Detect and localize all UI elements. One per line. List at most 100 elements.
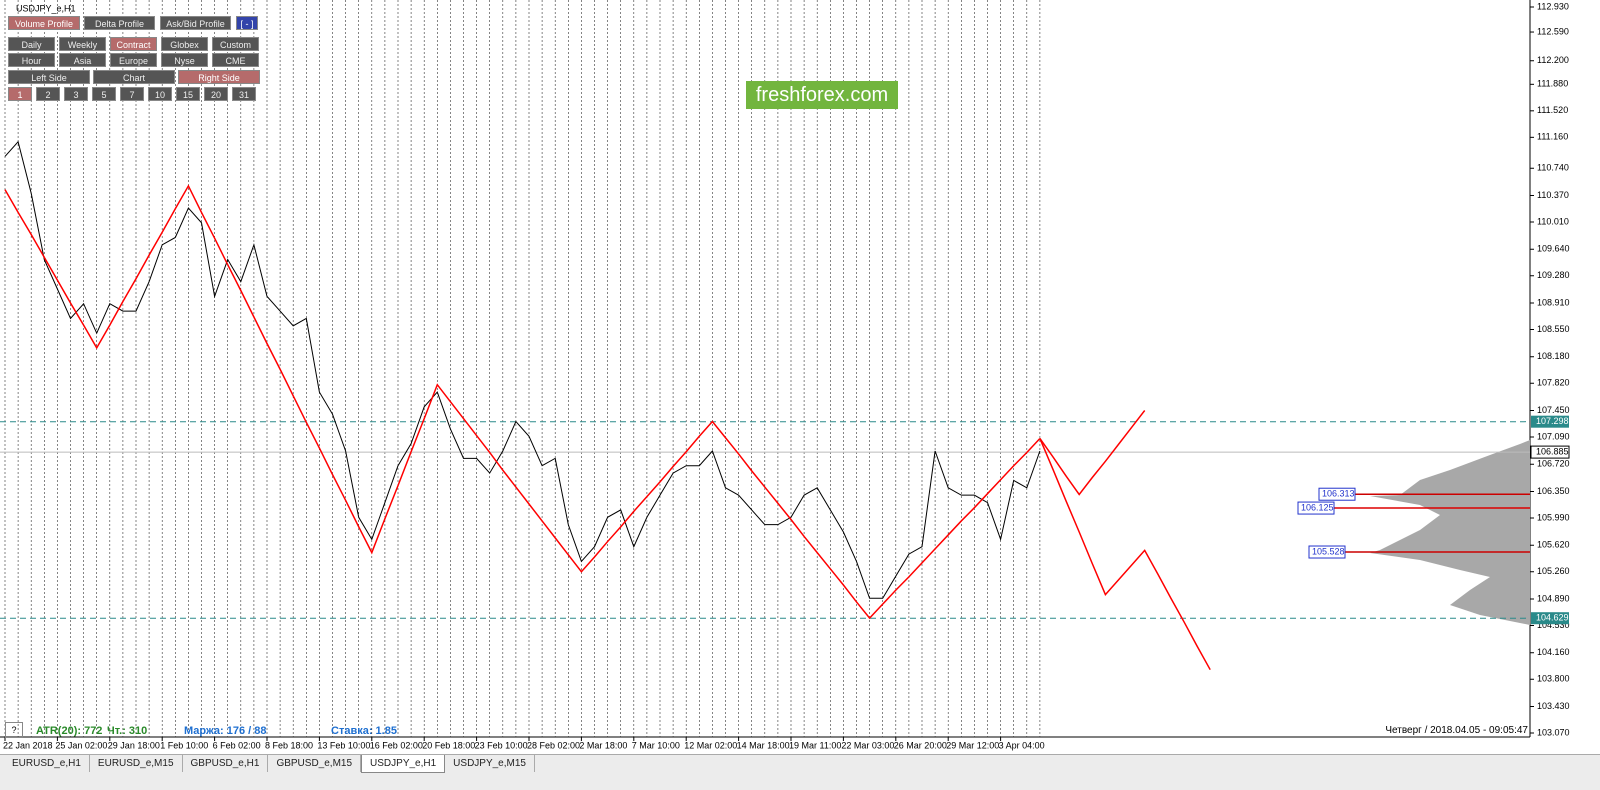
separators [4, 0, 1041, 737]
x-tick-label: 22 Mar 03:00 [841, 740, 894, 750]
panel-button[interactable]: Volume Profile [8, 16, 80, 30]
panel-button[interactable]: Delta Profile [84, 16, 155, 30]
zigzag-line [4, 184, 1041, 620]
panel-button[interactable]: Europe [110, 53, 157, 67]
x-tick-label: 29 Mar 12:00 [946, 740, 999, 750]
y-tick-label: 103.430 [1537, 701, 1570, 711]
y-tick-label: 107.820 [1537, 378, 1570, 388]
x-tick-label: 12 Mar 02:00 [684, 740, 737, 750]
x-tick-label: 26 Mar 20:00 [894, 740, 947, 750]
y-tick-label: 109.640 [1537, 244, 1570, 254]
tab[interactable]: USDJPY_e,M15 [445, 755, 535, 772]
x-tick-label: 16 Feb 02:00 [370, 740, 423, 750]
x-tick-label: 1 Feb 10:00 [160, 740, 208, 750]
panel-button[interactable]: 2 [36, 87, 60, 101]
background [0, 0, 1600, 754]
panel-button[interactable]: 3 [64, 87, 88, 101]
y-tick-label: 110.010 [1537, 216, 1569, 226]
x-tick-label: 13 Feb 10:00 [317, 740, 370, 750]
y-tick-label: 108.550 [1537, 324, 1570, 334]
panel-button[interactable]: Hour [8, 53, 55, 67]
panel-button[interactable]: Nyse [161, 53, 208, 67]
panel-button[interactable]: 20 [204, 87, 228, 101]
x-tick-label: 29 Jan 18:00 [108, 740, 160, 750]
y-tick-label: 112.200 [1537, 55, 1569, 65]
y-tick-label: 105.990 [1537, 512, 1570, 522]
y-tick-label: 109.280 [1537, 270, 1570, 280]
profile-label: 105.528 [1312, 546, 1345, 556]
panel-button[interactable]: Chart [93, 70, 175, 84]
volume-profile [1370, 440, 1530, 625]
y-tick-label: 103.070 [1537, 727, 1570, 737]
tab-bar: EURUSD_e,H1 EURUSD_e,M15 GBPUSD_e,H1 GBPUSD… [0, 754, 1600, 790]
x-tick-label: 28 Feb 02:00 [527, 740, 580, 750]
y-tick-label: 110.370 [1537, 190, 1569, 200]
panel-button[interactable]: Custom [212, 37, 259, 51]
tab[interactable]: USDJPY_e,H1 [361, 755, 446, 773]
x-tick-label: 3 Apr 04:00 [999, 740, 1045, 750]
rate: Ставка: 1.85 [331, 725, 397, 737]
price-line [4, 140, 1041, 599]
y-tick-label: 112.930 [1537, 1, 1569, 11]
panel-button[interactable]: CME [212, 53, 259, 67]
y-tick-label: 104.890 [1537, 593, 1570, 603]
y-tick-label: 108.910 [1537, 297, 1570, 307]
tab[interactable]: EURUSD_e,H1 [4, 755, 90, 772]
x-tick-label: 22 Jan 2018 [3, 740, 53, 750]
tab[interactable]: EURUSD_e,M15 [90, 755, 183, 772]
y-tick-label: 104.530 [1537, 620, 1570, 630]
panel-button[interactable]: Asia [59, 53, 106, 67]
x-tick-label: 2 Mar 18:00 [579, 740, 627, 750]
panel-button[interactable]: Right Side [178, 70, 260, 84]
profile-label-box [1297, 501, 1335, 515]
y-tick-label: 103.800 [1537, 674, 1570, 684]
panel-button[interactable]: 5 [92, 87, 116, 101]
margin: Маржа: 176 / 88 [184, 725, 267, 737]
panel-button[interactable]: Daily [8, 37, 55, 51]
watermark: freshforex.com [746, 81, 898, 109]
y-tick-label: 108.180 [1537, 351, 1570, 361]
level-label-box [1531, 612, 1569, 625]
atr: ATR(20): 772 [36, 725, 103, 737]
profile-label-box [1308, 545, 1346, 559]
panel-button[interactable]: Contract [110, 37, 157, 51]
tab[interactable]: GBPUSD_e,H1 [183, 755, 269, 772]
y-tick-label: 112.590 [1537, 26, 1569, 36]
window-title: USDJPY_e,H1 [16, 3, 76, 13]
panel-button[interactable]: 31 [232, 87, 256, 101]
profile-label-box [1318, 487, 1356, 501]
panel-button[interactable]: 15 [176, 87, 200, 101]
y-tick-label: 111.880 [1537, 79, 1568, 89]
x-tick-label: 8 Feb 18:00 [265, 740, 313, 750]
x-tick-label: 7 Mar 10:00 [632, 740, 680, 750]
panel-button[interactable]: 1 [8, 87, 32, 101]
chart: USDJPY_e,H1 22 Jan 2018 25 Jan 02:00 29 Ja… [0, 0, 1600, 754]
y-tick-label: 111.160 [1537, 132, 1568, 142]
zigzag-line [1039, 438, 1211, 671]
tab[interactable]: GBPUSD_e,M15 [268, 755, 362, 772]
y-tick-label: 106.350 [1537, 486, 1570, 496]
profile-label: 106.125 [1301, 502, 1334, 512]
panel-button[interactable]: Globex [161, 37, 208, 51]
trades: Чт.: 310 [107, 725, 148, 737]
panel-button[interactable]: Ask/Bid Profile [160, 16, 231, 30]
panel-button[interactable]: [ - ] [236, 16, 258, 30]
panel-button[interactable]: Left Side [8, 70, 90, 84]
zigzag-line [1039, 410, 1146, 496]
current-price-label: 106.885 [1536, 446, 1569, 456]
panel-button[interactable]: 7 [120, 87, 144, 101]
x-tick-label: 14 Mar 18:00 [737, 740, 790, 750]
x-tick-label: 6 Feb 02:00 [213, 740, 261, 750]
panel-button[interactable]: Weekly [59, 37, 106, 51]
y-tick-label: 105.620 [1537, 540, 1570, 550]
y-tick-label: 104.160 [1537, 647, 1570, 657]
panel-button[interactable]: 10 [148, 87, 172, 101]
y-tick-label: 105.260 [1537, 566, 1570, 576]
y-tick-label: 107.450 [1537, 405, 1570, 415]
profile-label: 106.313 [1322, 489, 1355, 499]
level-label: 107.298 [1536, 416, 1569, 426]
datetime: Четверг / 2018.04.05 - 09:05:47 [1385, 725, 1528, 736]
help-button[interactable]: ? [5, 722, 23, 738]
y-tick-label: 107.090 [1537, 431, 1570, 441]
